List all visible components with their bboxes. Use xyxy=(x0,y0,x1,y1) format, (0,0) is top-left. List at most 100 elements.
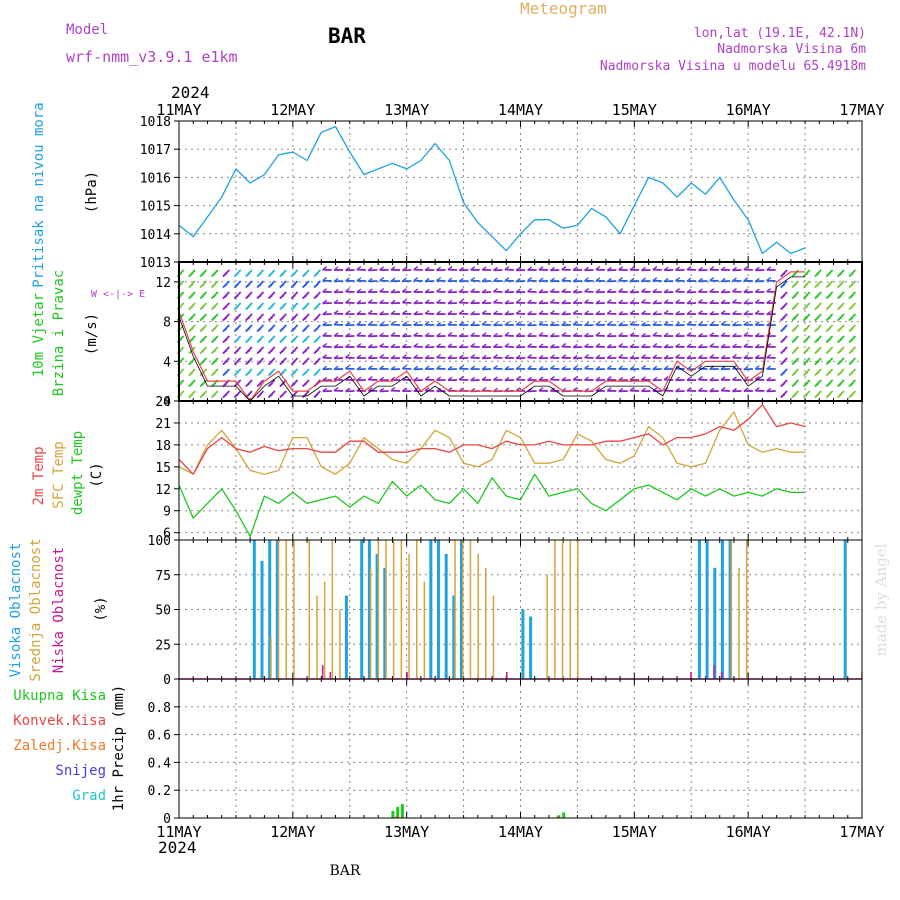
wind-arrow-head xyxy=(814,305,820,311)
low-cloud-bar xyxy=(720,672,723,679)
wind-arrow-head xyxy=(390,387,396,392)
wind-arrow-head xyxy=(675,288,681,293)
wind-arrow-head xyxy=(379,365,385,370)
wind-arrow-head xyxy=(322,321,328,326)
wind-arrow-head xyxy=(663,277,669,282)
wind-arrow-head xyxy=(279,272,285,278)
high-cloud-bar xyxy=(268,540,272,679)
high-cloud-bar xyxy=(521,609,525,679)
wind-arrow-head xyxy=(515,277,521,282)
wind-arrow-head xyxy=(322,343,328,348)
wind-arrow-head xyxy=(436,387,442,392)
wind-arrow-head xyxy=(245,349,251,355)
wind-arrow-head xyxy=(222,316,228,322)
wind-arrow-head xyxy=(584,288,590,293)
mid-cloud-bar xyxy=(477,553,479,679)
wind-arrow-head xyxy=(675,376,681,381)
wind-arrow-head xyxy=(515,343,521,348)
wind-arrow-head xyxy=(302,349,308,355)
cloud-ylabel: Visoka Oblacnost xyxy=(8,543,24,678)
wind-arrow-head xyxy=(803,305,809,311)
date-tick-bottom: 13MAY xyxy=(384,823,429,841)
wind-arrow-head xyxy=(606,321,612,326)
wind-arrow-head xyxy=(515,266,521,271)
wind-arrow-head xyxy=(481,365,487,370)
wind-arrow-head xyxy=(743,266,749,271)
wind-arrow-head xyxy=(199,272,205,278)
wind-arrow-head xyxy=(345,277,350,282)
wind-arrow-head xyxy=(356,277,362,282)
wind-arrow-head xyxy=(233,360,239,366)
wind-arrow-head xyxy=(720,299,726,304)
wind-arrow-head xyxy=(814,360,820,366)
mid-cloud-bar xyxy=(416,540,418,679)
wind-arrow-head xyxy=(222,393,228,399)
wind-arrow-head xyxy=(848,360,854,366)
wind-arrow-head xyxy=(233,371,239,377)
wind-arrow-head xyxy=(549,277,555,282)
wind-arrow-head xyxy=(379,354,385,359)
high-cloud-bar xyxy=(260,560,264,679)
wind-arrow-head xyxy=(356,266,362,271)
wind-arrow-head xyxy=(686,299,692,304)
wind-arrow-head xyxy=(743,277,749,282)
wind-arrow-head xyxy=(188,327,194,333)
wind-arrow-head xyxy=(641,365,646,370)
wind-arrow-head xyxy=(379,277,385,282)
wind-arrow-head xyxy=(595,343,601,348)
wind-arrow-head xyxy=(458,299,464,304)
wind-arrow-head xyxy=(618,288,624,293)
wind-arrow-head xyxy=(606,343,612,348)
wind-arrow-head xyxy=(188,294,194,300)
wind-arrow-head xyxy=(211,327,217,333)
wind-arrow-head xyxy=(732,387,737,392)
wind-arrow-head xyxy=(675,332,681,337)
wind-arrow-head xyxy=(199,327,205,333)
mid-cloud-bar xyxy=(277,540,280,679)
wind-arrow-head xyxy=(470,343,476,348)
wind-arrow-head xyxy=(279,283,285,289)
wind-arrow-head xyxy=(302,294,308,300)
wind-arrow-head xyxy=(572,266,578,271)
wind-arrow-head xyxy=(211,349,217,355)
wind-arrow-head xyxy=(515,387,521,392)
wind-arrow-head xyxy=(732,343,737,348)
wind-arrow-head xyxy=(652,277,658,282)
wind-arrow-head xyxy=(837,272,843,278)
wind-arrow-head xyxy=(493,354,498,359)
wind-arrow-head xyxy=(675,310,681,315)
wind-arrow-head xyxy=(837,382,843,388)
panels: 1013 1014 1015 1016 1017 1018 0 4 8 12 6 9 12 15 18 21 2… xyxy=(140,115,863,827)
wind-arrow-head xyxy=(199,360,205,366)
wind-arrow-head xyxy=(470,332,476,337)
wind-arrow-head xyxy=(424,277,430,282)
wind-arrow-head xyxy=(458,376,464,381)
wind-arrow-head xyxy=(791,327,797,333)
wind-arrow-head xyxy=(780,371,786,377)
wind-arrow-head xyxy=(356,288,362,293)
wind-arrow-head xyxy=(268,305,273,311)
mid-cloud-bar xyxy=(270,637,272,679)
high-cloud-bar xyxy=(252,540,256,679)
wind-arrow-head xyxy=(233,327,239,333)
mid-cloud-bar xyxy=(469,540,472,679)
wind-arrow-head xyxy=(754,332,760,337)
date-tick-bottom: 17MAY xyxy=(839,823,884,841)
pressure-ytick-label: 1016 xyxy=(140,171,171,186)
wind-arrow-head xyxy=(256,371,262,377)
elevation-label: Nadmorska Visina 6m xyxy=(717,42,866,57)
wind-arrow-head xyxy=(356,332,362,337)
wind-arrow-head xyxy=(233,338,239,344)
clouds-ytick-label: 50 xyxy=(155,604,171,619)
wind-ytick-label: 4 xyxy=(163,355,171,370)
high-cloud-bar xyxy=(720,540,724,679)
precipitation-ytick-label: 0.2 xyxy=(148,784,171,799)
wind-arrow-head xyxy=(584,332,589,337)
wind-arrow-head xyxy=(584,365,590,370)
wind-arrow-head xyxy=(413,277,419,282)
wind-arrow-head xyxy=(663,376,669,381)
wind-arrow-head xyxy=(814,393,820,399)
wind-arrow-head xyxy=(675,354,681,359)
wind-arrow-head xyxy=(595,365,601,370)
wind-arrow-head xyxy=(356,365,362,370)
